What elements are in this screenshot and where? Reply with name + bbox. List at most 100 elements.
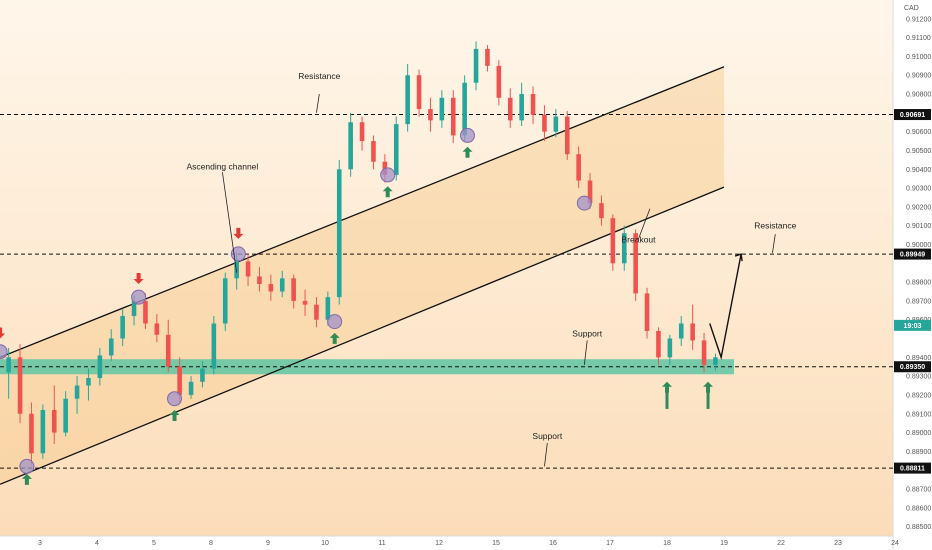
channel-upper-line (0, 66, 725, 358)
candle (496, 60, 502, 106)
x-tick-label: 23 (834, 540, 842, 547)
candle-body (507, 97, 513, 121)
x-tick-label: 4 (95, 540, 99, 547)
candle-body (336, 169, 342, 298)
candle (74, 376, 80, 414)
candle (507, 88, 513, 128)
y-tick-label: 0.90100 (906, 223, 931, 230)
signal-arrows (0, 146, 714, 485)
annotation-label: Ascending channel (186, 161, 258, 171)
price-label-text: 0.89350 (900, 364, 925, 371)
candle (6, 347, 11, 399)
candle-body (416, 75, 422, 110)
y-tick-label: 0.88700 (906, 486, 931, 493)
candle-body (587, 180, 593, 204)
candle-body (405, 75, 410, 125)
candle (439, 90, 445, 128)
candle (86, 368, 91, 401)
candle-body (473, 48, 479, 83)
annotation-pointer (638, 208, 651, 239)
candle-body (279, 278, 285, 292)
candle (713, 353, 718, 371)
candle-body (51, 409, 57, 433)
candle (336, 159, 342, 305)
price-label-box: 19:03 (894, 319, 931, 331)
candle (450, 90, 456, 143)
candle (188, 376, 194, 399)
annotation-pointer (772, 234, 776, 254)
candle (359, 116, 365, 151)
y-tick-label: 0.90000 (906, 242, 931, 249)
x-tick-label: 17 (606, 540, 614, 547)
y-tick-label: 0.89200 (906, 392, 931, 399)
candle-body (40, 409, 46, 454)
candle-body (245, 261, 251, 277)
candle (17, 344, 23, 424)
signal-arrow-down (0, 327, 6, 339)
candle (245, 253, 251, 286)
candle-body (462, 82, 467, 136)
candle-body (678, 323, 684, 339)
touch-circle (576, 195, 592, 211)
candle-body (610, 218, 616, 264)
y-tick-label: 0.90400 (906, 167, 931, 174)
candle-body (576, 154, 581, 181)
candle (314, 297, 319, 328)
y-tick-label: 0.89700 (906, 298, 931, 305)
y-tick-label: 0.90300 (906, 186, 931, 193)
candle-body (348, 122, 353, 170)
signal-arrow-up (382, 186, 393, 198)
y-tick-label: 0.91200 (906, 16, 931, 23)
x-tick-label: 8 (209, 540, 213, 547)
candle-body (621, 233, 627, 264)
candle (701, 332, 707, 373)
y-tick-label: 0.91100 (906, 35, 931, 42)
candle (690, 304, 695, 350)
price-label-text: 0.90691 (900, 112, 925, 119)
candle (485, 45, 490, 72)
annotation-pointer (583, 340, 588, 365)
annotation-label: Resistance (298, 71, 340, 81)
candle-body (29, 413, 34, 454)
channel-lower-line (0, 186, 725, 485)
price-label-bg (894, 462, 931, 474)
x-tick-label: 19 (720, 540, 728, 547)
candle (428, 97, 433, 132)
candle-body (656, 331, 661, 358)
touch-circles (0, 127, 592, 474)
candle (473, 41, 479, 91)
candlesticks (6, 41, 718, 465)
candle-body (428, 109, 433, 121)
candle-body (701, 340, 707, 365)
price-label-box: 0.89949 (894, 248, 931, 260)
candle-body (74, 385, 80, 399)
touch-circle (460, 127, 475, 143)
candle-body (177, 366, 182, 395)
projection-arrowhead (734, 253, 743, 262)
candle (530, 86, 536, 125)
x-tick-label: 22 (777, 540, 785, 547)
candle (279, 270, 285, 298)
candle-body (268, 283, 274, 292)
y-tick-label: 0.89100 (906, 411, 931, 418)
candle-body (257, 276, 262, 284)
candle (599, 195, 604, 226)
y-tick-label: 0.90900 (906, 73, 931, 80)
candle-body (63, 398, 68, 433)
candle-body (485, 48, 490, 66)
y-tick-label: 0.89800 (906, 280, 931, 287)
candle-body (439, 97, 445, 121)
x-tick-label: 5 (152, 540, 156, 547)
signal-arrow-down (233, 227, 244, 239)
candle (564, 110, 570, 160)
candle (257, 267, 262, 292)
horizontal-levels (0, 114, 893, 469)
x-tick-label: 16 (549, 540, 557, 547)
price-labels: 0.90691 0.89949 0.88811 0.89350 19:03 (894, 109, 931, 474)
candle-body (393, 124, 399, 175)
annotation-pointer (544, 442, 548, 467)
price-label-box: 0.90691 (894, 109, 931, 121)
candle-body (359, 122, 365, 142)
candle-body (6, 357, 11, 373)
